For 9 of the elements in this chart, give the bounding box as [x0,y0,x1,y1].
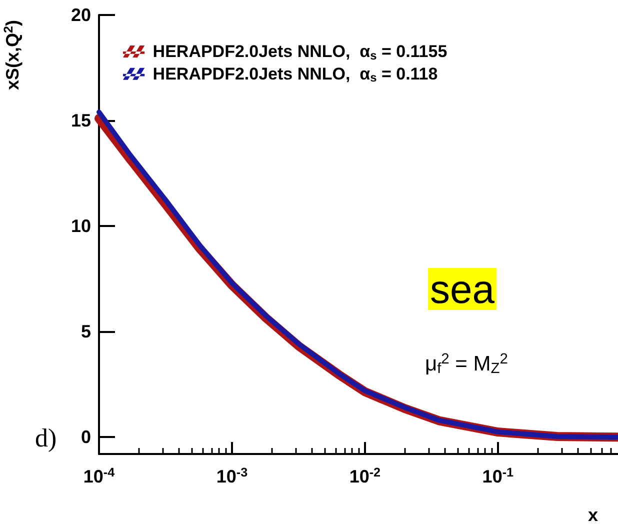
y-tick-label: 5 [80,322,91,342]
y-axis-title: xS(x,Q2) [2,20,23,90]
annotation: sea [430,268,496,312]
y-tick-label: 10 [70,216,91,236]
y-tick-label: 0 [80,427,91,448]
x-axis-title: x [588,505,598,524]
y-tick-label: 15 [70,110,91,131]
text: d) [35,424,57,452]
y-tick-label: 20 [70,5,91,25]
